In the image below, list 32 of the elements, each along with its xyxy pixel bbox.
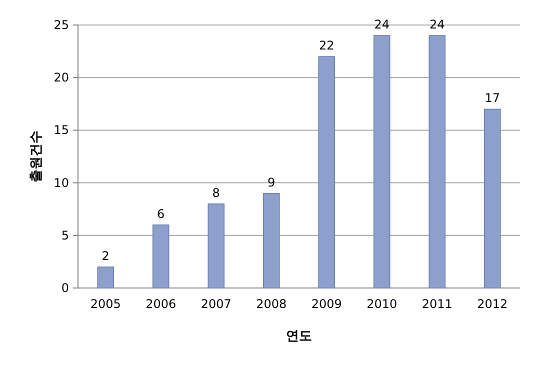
bar [97, 266, 114, 288]
x-tick-label: 2009 [311, 297, 342, 311]
data-label: 24 [374, 18, 390, 32]
bar [428, 35, 446, 288]
x-tick-label: 2011 [422, 297, 452, 311]
x-tick-label: 2007 [200, 297, 232, 311]
bar [318, 56, 336, 288]
data-label: 2 [102, 248, 110, 263]
bar [262, 192, 280, 288]
y-axis-title: 출원건수 [29, 130, 44, 182]
y-tick-label: 25 [54, 18, 69, 32]
data-label: 22 [318, 38, 334, 53]
data-label: 24 [429, 18, 445, 32]
bar [152, 224, 170, 288]
x-tick-label: 2012 [477, 297, 508, 311]
x-axis-title: 연도 [286, 329, 312, 344]
y-tick-label: 5 [61, 228, 69, 242]
y-tick-label: 20 [54, 70, 69, 85]
y-tick-label: 15 [54, 123, 69, 138]
data-label: 6 [157, 206, 165, 221]
data-label: 8 [212, 186, 220, 200]
data-label: 17 [484, 91, 500, 106]
y-tick-label: 0 [61, 281, 69, 295]
x-tick-label: 2006 [146, 297, 176, 311]
x-tick-label: 2005 [90, 297, 121, 311]
bar [373, 35, 390, 288]
data-label: 9 [268, 175, 276, 190]
x-tick-label: 2010 [366, 297, 398, 311]
bar [484, 108, 501, 288]
x-tick-label: 2008 [256, 297, 287, 311]
y-tick-label: 10 [54, 176, 69, 190]
bar [208, 203, 225, 288]
